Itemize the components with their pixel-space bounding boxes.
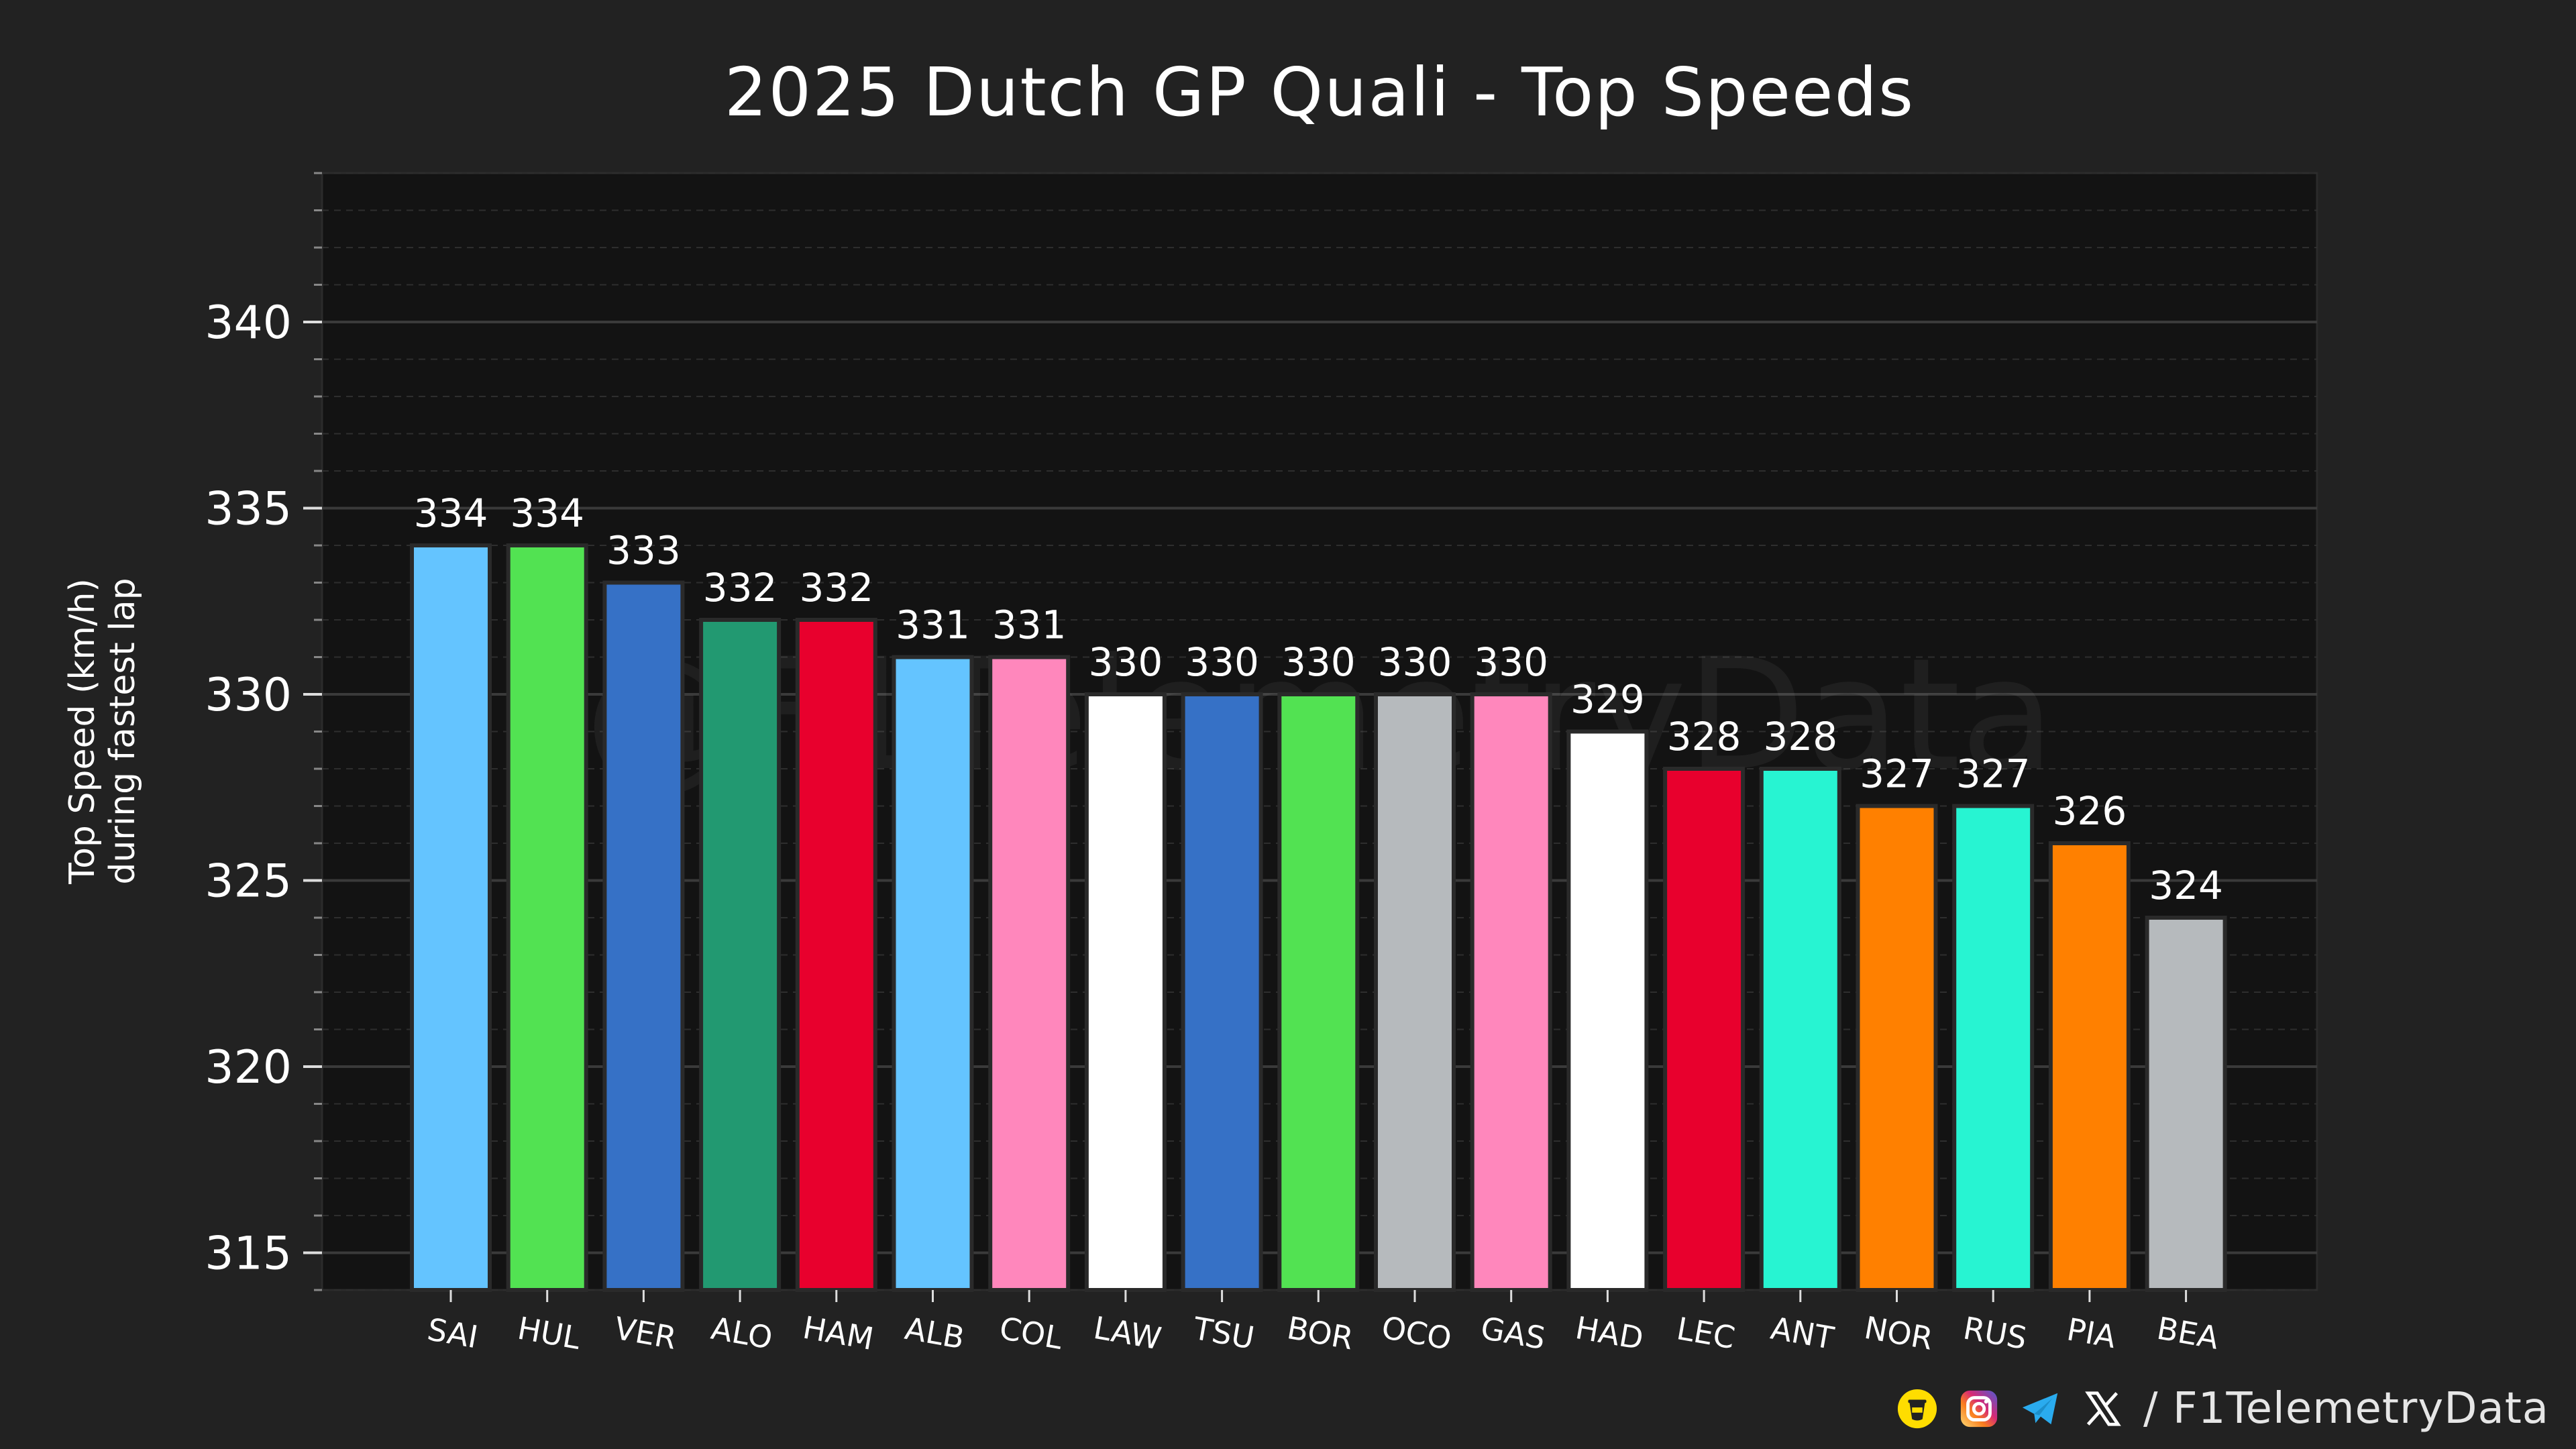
x-tick-label: LEC [1674, 1310, 1737, 1356]
bar-oco [1374, 692, 1456, 1292]
value-label: 330 [1089, 639, 1163, 685]
x-tick-label: HUL [515, 1310, 584, 1357]
x-tick-label: TSU [1190, 1310, 1257, 1356]
value-label: 331 [896, 602, 970, 648]
value-label: 330 [1378, 639, 1452, 685]
bar-pia [2048, 841, 2131, 1292]
bar-sai [410, 543, 492, 1292]
instagram-icon[interactable] [1958, 1388, 2000, 1430]
x-tick-label: OCO [1379, 1309, 1454, 1357]
y-axis-label-line-1: Top Speed (km/h) [62, 578, 103, 885]
x-tick-label: VER [612, 1310, 679, 1356]
y-tick-label: 330 [205, 669, 292, 722]
footer-social: / F1TelemetryData [1896, 1382, 2549, 1436]
value-label: 332 [703, 565, 777, 610]
y-axis: 315 320 325 330 335 340 [205, 297, 322, 1281]
value-label: 333 [606, 528, 681, 574]
value-label: 326 [2053, 788, 2127, 834]
x-tick-label: PIA [2064, 1311, 2119, 1355]
value-label: 331 [992, 602, 1067, 648]
x-tick-label: ALB [902, 1310, 967, 1356]
chart-title: 2025 Dutch GP Quali - Top Speeds [724, 53, 1915, 131]
value-label: 330 [1185, 639, 1259, 685]
bar-nor [1856, 804, 1938, 1292]
x-tick-label: BEA [2154, 1310, 2222, 1356]
x-tick-label: LAW [1091, 1309, 1164, 1357]
bar-gas [1470, 692, 1552, 1292]
value-label: 329 [1570, 677, 1645, 722]
x-icon[interactable] [2082, 1388, 2123, 1430]
x-tick-label: GAS [1478, 1309, 1548, 1356]
x-tick-label: HAD [1573, 1309, 1646, 1357]
bar-bea [2145, 916, 2227, 1292]
value-label: 324 [2149, 863, 2223, 908]
bar-ver [602, 580, 685, 1292]
bar-rus [1952, 804, 2035, 1292]
bar-hul [506, 543, 588, 1292]
bar-ham [795, 618, 877, 1292]
telegram-icon[interactable] [2020, 1388, 2061, 1430]
bar-had [1566, 729, 1649, 1292]
y-tick-label: 315 [205, 1228, 292, 1281]
bar-law [1084, 692, 1167, 1292]
y-axis-label: Top Speed (km/h) during fastest lap [62, 578, 143, 884]
value-label: 334 [510, 490, 584, 536]
value-label: 328 [1763, 714, 1837, 759]
bars [410, 543, 2227, 1292]
x-axis: SAI HUL VER ALO HAM ALB COL LAW TSU BOR OCO GAS HAD L… [425, 1290, 2222, 1357]
bar-alb [892, 655, 974, 1292]
y-tick-label: 340 [205, 297, 292, 350]
value-label: 327 [1860, 751, 1934, 797]
x-tick-label: RUS [1961, 1309, 2030, 1356]
x-tick-label: ALO [708, 1310, 775, 1356]
y-tick-label: 320 [205, 1041, 292, 1094]
y-tick-label: 335 [205, 483, 292, 536]
buymeacoffee-icon[interactable] [1896, 1388, 1938, 1430]
x-tick-label: HAM [800, 1309, 877, 1357]
bar-bor [1277, 692, 1360, 1292]
y-tick-label: 325 [205, 855, 292, 908]
y-axis-label-line-2: during fastest lap [103, 578, 143, 884]
bar-ant [1759, 767, 1841, 1292]
x-tick-label: BOR [1285, 1309, 1356, 1356]
bar-col [988, 655, 1071, 1292]
value-label: 330 [1474, 639, 1548, 685]
value-label: 332 [799, 565, 873, 610]
x-tick-label: ANT [1768, 1309, 1837, 1356]
value-label: 330 [1281, 639, 1356, 685]
footer-handle[interactable]: / F1TelemetryData [2143, 1384, 2549, 1434]
bar-alo [699, 618, 782, 1292]
value-label: 327 [1956, 751, 2031, 797]
value-label: 334 [414, 490, 488, 536]
value-label: 328 [1667, 714, 1741, 759]
bar-tsu [1181, 692, 1263, 1292]
x-tick-label: SAI [425, 1311, 480, 1355]
x-tick-label: COL [997, 1309, 1065, 1356]
value-labels: 334 334 333 332 332 331 331 330 330 330 330 330 329 3… [414, 490, 2223, 908]
bar-lec [1663, 767, 1746, 1292]
x-tick-label: NOR [1862, 1309, 1935, 1357]
